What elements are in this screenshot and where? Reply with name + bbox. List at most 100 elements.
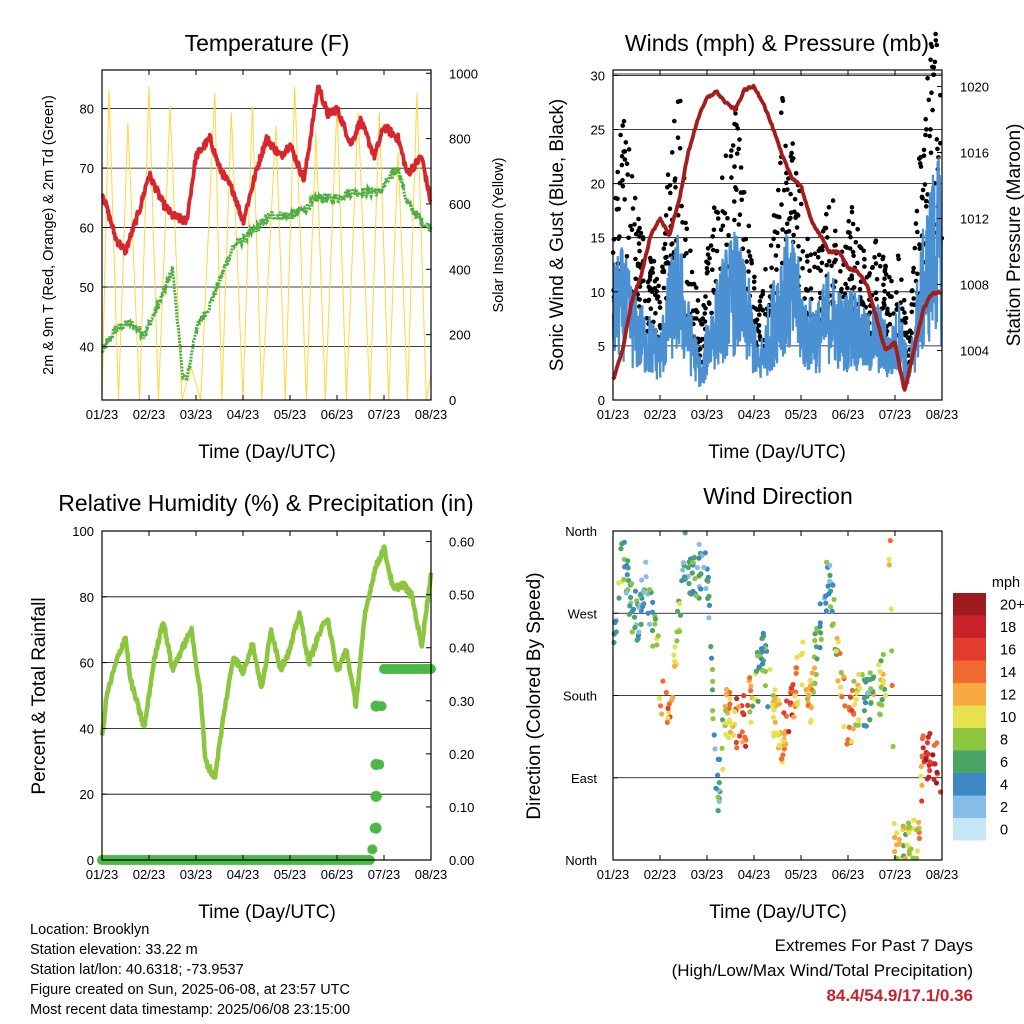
gust-point [626, 147, 632, 152]
direction-point [781, 742, 787, 748]
gust-point [752, 274, 757, 280]
gust-point [805, 236, 810, 242]
temperature-gridlines [102, 108, 431, 347]
gust-point [928, 150, 934, 156]
elevation-text: Station elevation: 33.22 m [30, 942, 198, 958]
direction-point [750, 703, 756, 709]
direction-point [906, 850, 912, 857]
direction-point [650, 599, 656, 606]
direction-point [818, 630, 824, 636]
direction-point [631, 614, 638, 620]
gust-point [858, 245, 864, 251]
direction-point [808, 683, 814, 689]
gust-point [663, 255, 668, 260]
gust-point [751, 279, 757, 285]
direction-point [838, 670, 844, 676]
gust-point [636, 241, 642, 246]
gust-point [763, 267, 768, 272]
x-tick-label: 03/23 [180, 407, 213, 422]
winds-plot-frame [612, 69, 943, 401]
gust-point [857, 286, 863, 292]
y-tick-label: 0 [87, 853, 94, 868]
y-tick-label: North [565, 853, 597, 868]
direction-point [719, 745, 725, 751]
gust-point [795, 212, 800, 217]
gust-point [723, 153, 729, 159]
gust-point [934, 137, 940, 142]
gust-point [693, 285, 699, 290]
y-tick-label: 100 [72, 524, 94, 539]
gust-point [880, 254, 886, 260]
gust-point [798, 201, 804, 207]
humidity-xlabel: Time (Day/UTC) [198, 902, 336, 923]
direction-point [902, 825, 908, 831]
direction-point [629, 581, 635, 587]
gust-point [833, 228, 838, 234]
gust-point [769, 265, 774, 271]
direction-point [741, 693, 747, 699]
gust-point [629, 227, 635, 233]
x-tick-label: 02/23 [133, 407, 166, 422]
gust-point [620, 183, 626, 189]
gust-point [882, 269, 888, 274]
direction-point [841, 724, 847, 730]
direction-point [732, 709, 738, 715]
gust-point [737, 212, 743, 217]
gust-point [820, 247, 825, 253]
colorbar-swatch [953, 660, 986, 683]
direction-point [619, 541, 625, 547]
direction-point [852, 702, 858, 708]
gust-point [900, 306, 905, 312]
gust-point [911, 269, 916, 275]
direction-point [690, 559, 696, 566]
direction-point [856, 717, 862, 723]
direction-point [867, 717, 873, 723]
direction-point [747, 675, 753, 681]
direction-point [663, 689, 669, 696]
gust-point [771, 236, 776, 242]
x-tick-label: 02/23 [644, 407, 677, 422]
direction-point [878, 658, 884, 664]
direction-point [812, 680, 818, 687]
gust-point [776, 187, 781, 193]
y2-tick-label: 0.00 [449, 853, 474, 868]
gust-point [915, 271, 920, 277]
direction-point [794, 654, 800, 661]
gust-point [734, 187, 739, 192]
direction-point [877, 712, 883, 718]
direction-point [806, 692, 812, 698]
direction-point [680, 560, 687, 566]
precip-point [370, 790, 382, 802]
extremes-subheading: (High/Low/Max Wind/Total Precipitation) [671, 961, 973, 980]
direction-point [649, 609, 656, 615]
direction-point [856, 671, 862, 678]
gust-point [616, 206, 621, 212]
y2-tick-label: 400 [449, 262, 471, 277]
station-info: Location: Brooklyn Station elevation: 33… [30, 920, 350, 1020]
gust-point [901, 297, 907, 303]
direction-point [748, 688, 754, 694]
direction-point [698, 586, 704, 592]
direction-point [702, 550, 708, 556]
direction-point [689, 570, 695, 576]
direction-point [713, 785, 719, 791]
gust-point [684, 226, 690, 232]
direction-point [877, 669, 883, 675]
y-tick-label: 80 [80, 102, 94, 117]
direction-point [853, 697, 859, 703]
direction-point [794, 702, 800, 708]
x-tick-label: 08/23 [926, 407, 959, 422]
gust-point [697, 318, 703, 323]
direction-point [652, 616, 659, 622]
direction-point [886, 556, 892, 563]
direction-point [927, 767, 933, 774]
direction-point [817, 645, 823, 651]
direction-point [723, 708, 729, 714]
gust-point [629, 174, 635, 179]
direction-point [739, 729, 745, 735]
gust-point [792, 196, 798, 202]
direction-point [611, 631, 617, 637]
y2-tick-label: 1008 [960, 278, 989, 293]
winds-ylabel-left: Sonic Wind & Gust (Blue, Black) [547, 99, 568, 371]
gust-point [923, 198, 929, 204]
